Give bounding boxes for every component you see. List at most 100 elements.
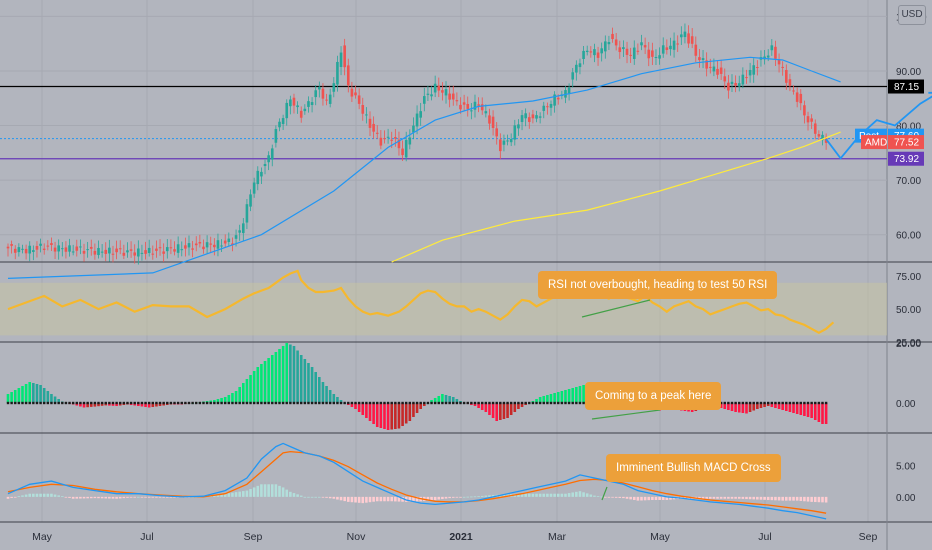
macd-histogram-bar bbox=[636, 496, 640, 501]
candle-body bbox=[499, 139, 502, 152]
candle-body bbox=[716, 68, 719, 75]
macd-histogram-bar bbox=[520, 493, 524, 497]
histogram-zero-marker bbox=[455, 401, 459, 405]
candle-body bbox=[336, 61, 339, 85]
histogram-bar bbox=[303, 359, 307, 403]
histogram-bar bbox=[448, 396, 451, 403]
candle-body bbox=[517, 124, 520, 129]
candle-body bbox=[556, 97, 560, 100]
macd-histogram-bar bbox=[727, 496, 730, 499]
histogram-zero-marker bbox=[339, 401, 343, 405]
macd-histogram-bar bbox=[781, 496, 784, 501]
histogram-bar bbox=[234, 391, 238, 403]
histogram-bar bbox=[517, 403, 520, 409]
candle-body bbox=[535, 115, 538, 119]
macd-histogram-bar bbox=[386, 496, 390, 502]
histogram-bar bbox=[53, 396, 57, 403]
macd-histogram-bar bbox=[546, 493, 549, 497]
histogram-zero-marker bbox=[234, 401, 238, 405]
histogram-zero-marker bbox=[394, 401, 397, 405]
candle-body bbox=[260, 171, 263, 177]
candle-body bbox=[719, 67, 723, 74]
histogram-zero-marker bbox=[278, 401, 281, 405]
candle-body bbox=[549, 103, 553, 108]
histogram-zero-marker bbox=[122, 401, 126, 405]
histogram-bar bbox=[513, 403, 517, 412]
macd-histogram-bar bbox=[325, 496, 328, 498]
macd-histogram-bar bbox=[267, 484, 270, 497]
x-tick-label: Jul bbox=[758, 531, 771, 543]
currency-button[interactable]: USD bbox=[898, 5, 926, 25]
histogram-bar bbox=[17, 388, 21, 403]
histogram-bar bbox=[394, 403, 397, 429]
histogram-bar bbox=[325, 386, 328, 403]
candle-body bbox=[205, 242, 209, 248]
macd-histogram-bar bbox=[86, 496, 89, 499]
candle-body bbox=[231, 243, 234, 245]
macd-histogram-bar bbox=[806, 496, 810, 502]
candle-body bbox=[803, 105, 806, 116]
histogram-zero-marker bbox=[752, 401, 755, 405]
candle-body bbox=[368, 118, 372, 128]
histogram-bar bbox=[289, 344, 292, 403]
candle-body bbox=[274, 128, 278, 143]
histogram-bar bbox=[296, 350, 299, 403]
annotation-rsi[interactable]: RSI not overbought, heading to test 50 R… bbox=[538, 271, 778, 299]
histogram-bar bbox=[100, 403, 104, 406]
histogram-bar bbox=[238, 387, 241, 403]
candle-body bbox=[502, 140, 506, 145]
histogram-zero-marker bbox=[271, 401, 274, 405]
macd-histogram-bar bbox=[144, 496, 147, 498]
histogram-zero-marker bbox=[368, 401, 372, 405]
histogram-zero-marker bbox=[799, 401, 802, 405]
macd-histogram-bar bbox=[223, 493, 227, 497]
macd-histogram-bar bbox=[158, 496, 162, 498]
candle-body bbox=[401, 148, 404, 156]
candle-body bbox=[770, 45, 774, 51]
price-tag-box bbox=[888, 135, 924, 150]
histogram-bar bbox=[245, 379, 249, 403]
annotation-macd-cross[interactable]: Imminent Bullish MACD Cross bbox=[606, 454, 781, 482]
candle-body bbox=[151, 253, 155, 255]
macd-histogram-bar bbox=[593, 495, 596, 497]
macd-histogram-bar bbox=[108, 496, 111, 499]
price-tick-label: 70.00 bbox=[896, 176, 921, 187]
macd-histogram-bar bbox=[433, 496, 437, 500]
histogram-zero-marker bbox=[484, 401, 488, 405]
histogram-zero-marker bbox=[354, 401, 357, 405]
histogram-zero-marker bbox=[365, 401, 368, 405]
histogram-bar bbox=[299, 355, 303, 403]
candle-body bbox=[488, 115, 491, 124]
candle-body bbox=[180, 249, 184, 251]
candle-body bbox=[375, 132, 379, 134]
histogram-zero-marker bbox=[202, 401, 205, 405]
histogram-bar bbox=[727, 403, 730, 410]
candle-body bbox=[774, 46, 777, 59]
histogram-bar bbox=[582, 385, 585, 403]
macd-histogram-bar bbox=[220, 494, 223, 497]
candle-body bbox=[781, 66, 784, 68]
price-tick-label: 90.00 bbox=[896, 67, 921, 78]
histogram-zero-marker bbox=[158, 401, 162, 405]
annotation-histogram-peak[interactable]: Coming to a peak here bbox=[585, 382, 722, 410]
candle-body bbox=[133, 252, 136, 256]
macd-histogram-bar bbox=[669, 496, 672, 500]
ma-50-line bbox=[7, 56, 841, 279]
macd-histogram-bar bbox=[53, 494, 57, 497]
ma-200-line bbox=[391, 131, 841, 263]
histogram-bar bbox=[441, 394, 444, 403]
macd-histogram-bar bbox=[517, 493, 520, 497]
histogram-bar bbox=[499, 403, 502, 420]
histogram-bar bbox=[140, 403, 144, 407]
histogram-bar bbox=[151, 403, 155, 407]
histogram-zero-marker bbox=[531, 401, 535, 405]
histogram-bar bbox=[553, 393, 556, 403]
candle-body bbox=[737, 83, 741, 87]
candle-body bbox=[661, 45, 665, 54]
macd-histogram-bar bbox=[216, 494, 220, 497]
histogram-zero-marker bbox=[423, 401, 426, 405]
macd-histogram-bar bbox=[708, 496, 712, 499]
candle-body bbox=[372, 123, 375, 132]
histogram-zero-marker bbox=[376, 401, 379, 405]
